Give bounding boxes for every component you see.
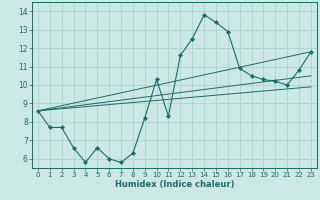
X-axis label: Humidex (Indice chaleur): Humidex (Indice chaleur) [115,180,234,189]
